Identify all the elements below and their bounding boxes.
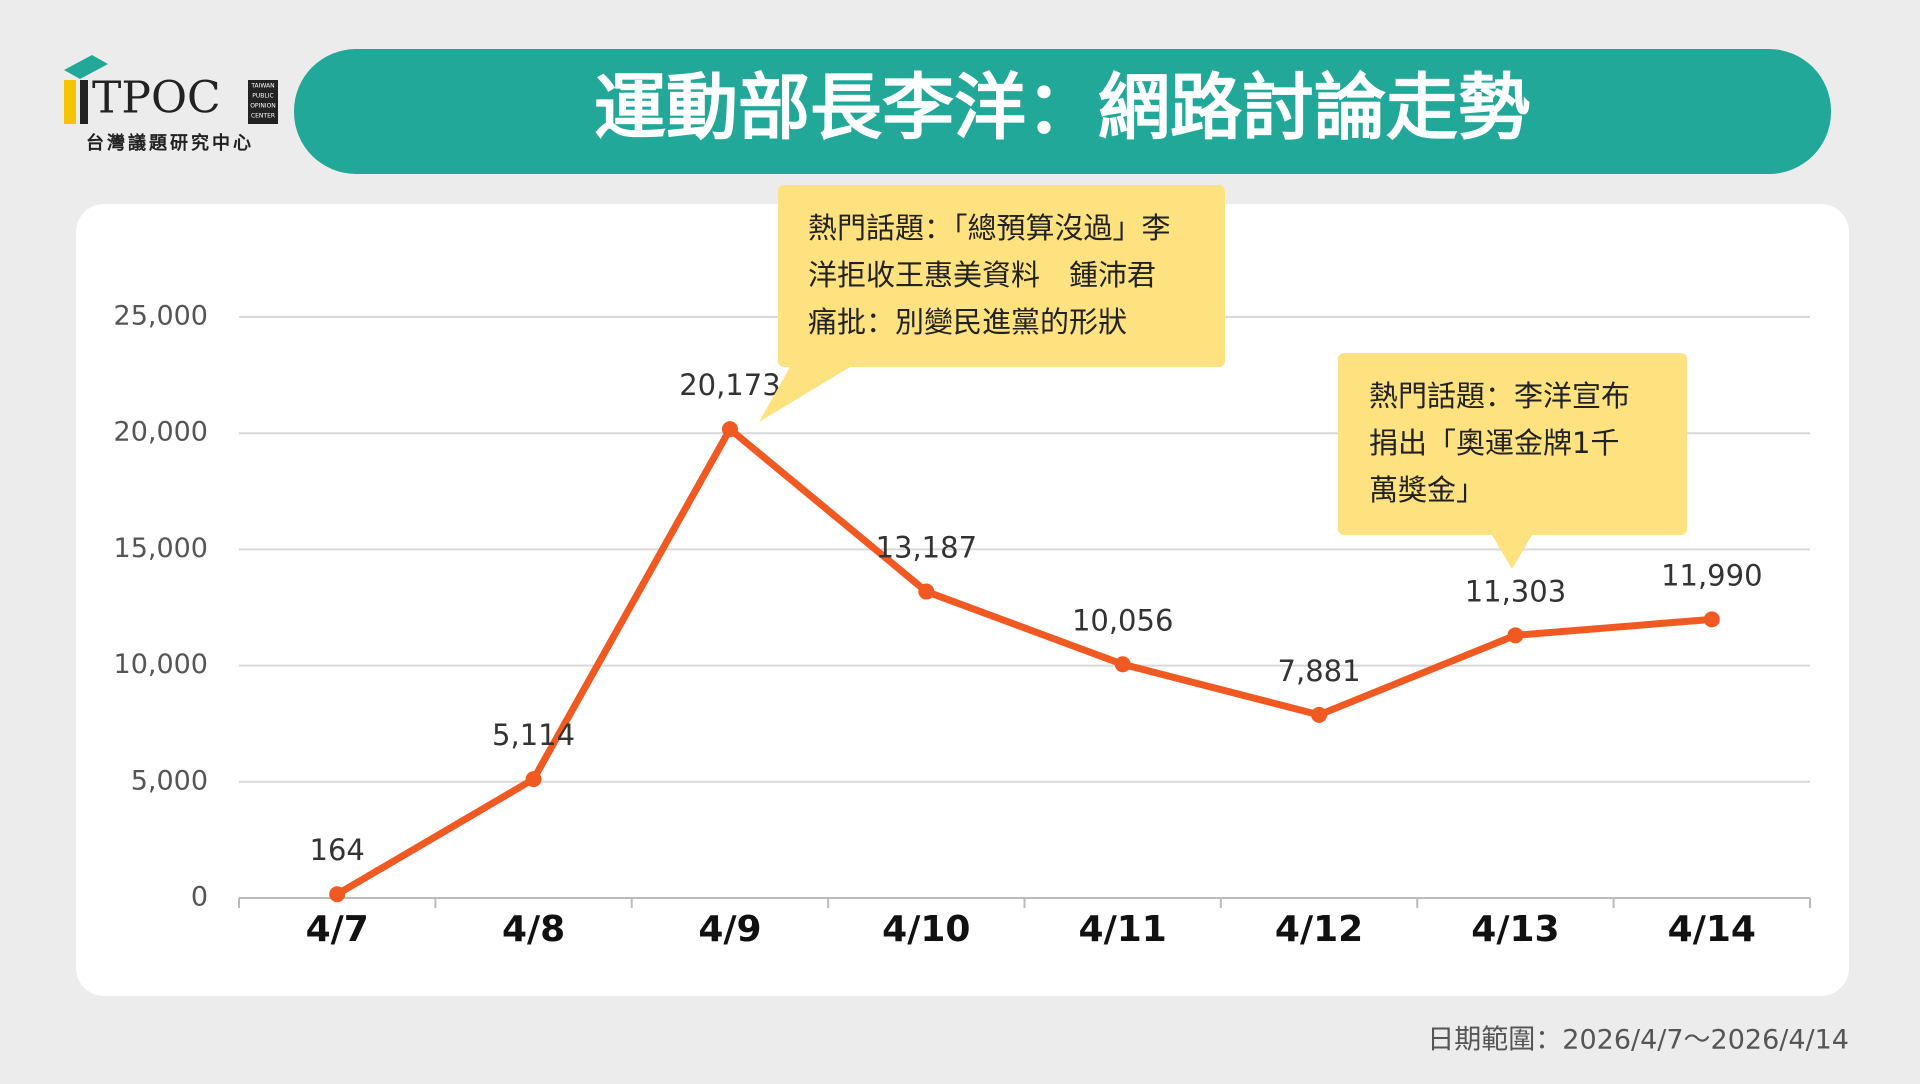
annotation: 熱門話題：「總預算沒過」李 bbox=[808, 211, 1171, 245]
logo: TPOC TAIWAN PUBLIC OPINION CENTER 台灣議題研究… bbox=[64, 55, 278, 154]
callout-pointer bbox=[1492, 535, 1532, 569]
x-tick-label: 4/12 bbox=[1275, 909, 1363, 950]
logo-mark bbox=[64, 55, 108, 79]
logo-mark bbox=[64, 80, 76, 124]
point bbox=[1703, 611, 1720, 628]
point bbox=[918, 583, 935, 600]
x-tick-label: 4/10 bbox=[882, 909, 970, 950]
point bbox=[1114, 656, 1131, 673]
annotation: 萬獎金」 bbox=[1369, 473, 1485, 507]
callout-pointer bbox=[759, 367, 850, 422]
logo-small: TAIWAN bbox=[250, 83, 274, 90]
annotation: 痛批：別變民進黨的形狀 bbox=[808, 305, 1127, 339]
value-label: 13,187 bbox=[876, 531, 977, 565]
logo-small: PUBLIC bbox=[252, 93, 273, 100]
value-label: 20,173 bbox=[679, 368, 780, 402]
value-label: 5,114 bbox=[492, 718, 575, 752]
value-label: 11,303 bbox=[1465, 574, 1566, 608]
value-label: 10,056 bbox=[1072, 603, 1173, 637]
y-tick-label: 5,000 bbox=[131, 765, 208, 796]
y-tick-label: 15,000 bbox=[114, 533, 208, 564]
point bbox=[525, 771, 542, 788]
logo-mark bbox=[248, 80, 278, 124]
logo-small: CENTER bbox=[251, 113, 275, 120]
y-tick-label: 0 bbox=[191, 882, 208, 913]
callout-box bbox=[1338, 353, 1687, 535]
annotation: 熱門話題：李洋宣布 bbox=[1369, 379, 1630, 413]
plot: 0 5,000 10,000 15,000 20,000 25,000 4/7 4/8 4/9 4… bbox=[114, 185, 1811, 950]
point bbox=[1507, 627, 1524, 644]
point bbox=[1311, 706, 1328, 723]
y-tick-label: 20,000 bbox=[114, 417, 208, 448]
x-tick-label: 4/14 bbox=[1668, 909, 1756, 950]
chart-title: 運動部長李洋：網路討論走勢 bbox=[594, 66, 1530, 150]
annotation: 捐出「奧運金牌1千 bbox=[1369, 426, 1619, 460]
x-tick-label: 4/7 bbox=[306, 909, 369, 950]
logo-small: OPINION bbox=[250, 103, 276, 110]
logo-mark bbox=[80, 80, 88, 124]
value-label: 11,990 bbox=[1661, 558, 1762, 592]
y-tick-label: 10,000 bbox=[114, 649, 208, 680]
callout-box bbox=[778, 185, 1225, 367]
value-label: 7,881 bbox=[1278, 654, 1361, 688]
x-tick-label: 4/9 bbox=[698, 909, 761, 950]
point bbox=[329, 886, 346, 903]
logo-org: 台灣議題研究中心 bbox=[86, 132, 254, 154]
x-tick-label: 4/8 bbox=[502, 909, 565, 950]
title-bar bbox=[294, 49, 1831, 174]
footer: 日期範圍：2026/4/7～2026/4/14 bbox=[1427, 1025, 1849, 1056]
x-tick-label: 4/13 bbox=[1471, 909, 1559, 950]
x-tick-label: 4/11 bbox=[1079, 909, 1167, 950]
y-tick-label: 25,000 bbox=[114, 301, 208, 332]
annotation: 洋拒收王惠美資料 鍾沛君 bbox=[808, 258, 1156, 292]
value-label: 164 bbox=[310, 833, 365, 867]
line bbox=[335, 425, 1713, 898]
logo-text: TPOC bbox=[92, 73, 221, 124]
point bbox=[721, 421, 738, 438]
